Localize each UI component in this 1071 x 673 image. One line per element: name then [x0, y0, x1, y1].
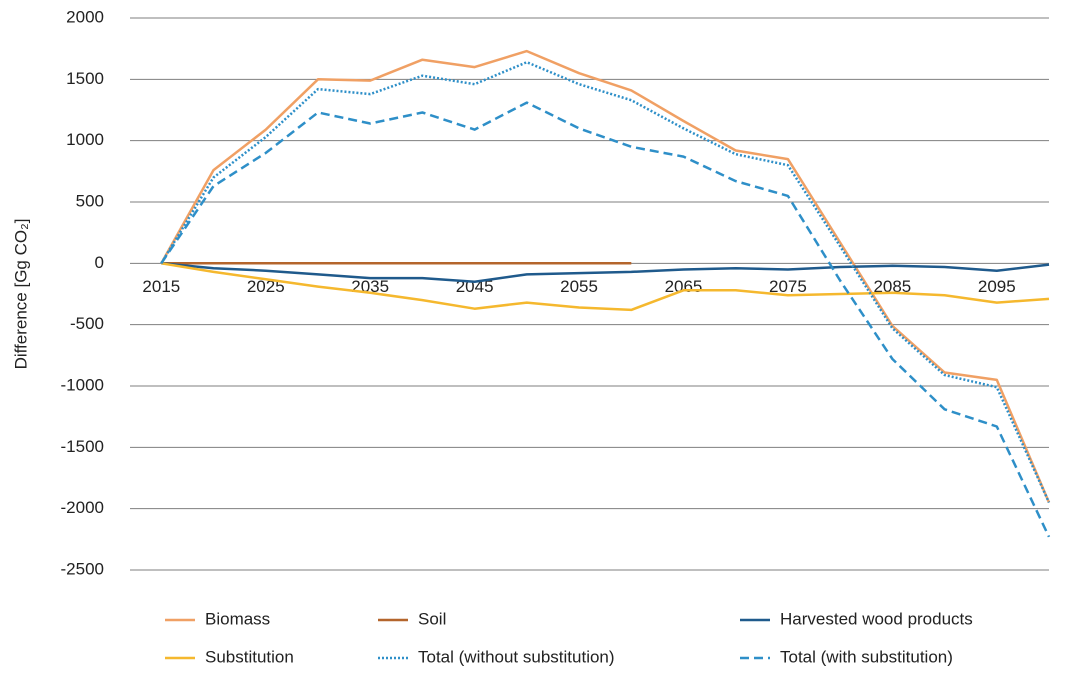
x-tick-label: 2055	[560, 277, 598, 296]
legend-label: Total (without substitution)	[418, 647, 615, 666]
x-tick-label: 2065	[665, 277, 703, 296]
legend-label: Substitution	[205, 647, 294, 666]
y-tick-label: 500	[76, 191, 104, 210]
x-tick-label: 2095	[978, 277, 1016, 296]
y-axis-label: Difference [Gg CO₂]	[11, 219, 30, 370]
series-line	[161, 262, 1050, 283]
y-tick-label: -2000	[61, 498, 104, 517]
y-tick-label: -1000	[61, 375, 104, 394]
y-tick-label: 0	[95, 253, 104, 272]
y-tick-label: 1500	[66, 69, 104, 88]
y-tick-label: 1000	[66, 130, 104, 149]
series-line	[160, 49, 1051, 503]
legend-label: Total (with substitution)	[780, 647, 953, 666]
x-tick-label: 2085	[873, 277, 911, 296]
series-line	[160, 60, 1051, 504]
y-tick-label: 2000	[66, 7, 104, 26]
legend-label: Harvested wood products	[780, 609, 973, 628]
y-tick-label: -500	[70, 314, 104, 333]
x-tick-label: 2075	[769, 277, 807, 296]
legend-label: Biomass	[205, 609, 270, 628]
y-tick-label: -1500	[61, 437, 104, 456]
y-tick-label: -2500	[61, 559, 104, 578]
series-line	[160, 101, 1051, 538]
series-line	[161, 262, 1050, 312]
x-tick-label: 2015	[142, 277, 180, 296]
legend-label: Soil	[418, 609, 446, 628]
